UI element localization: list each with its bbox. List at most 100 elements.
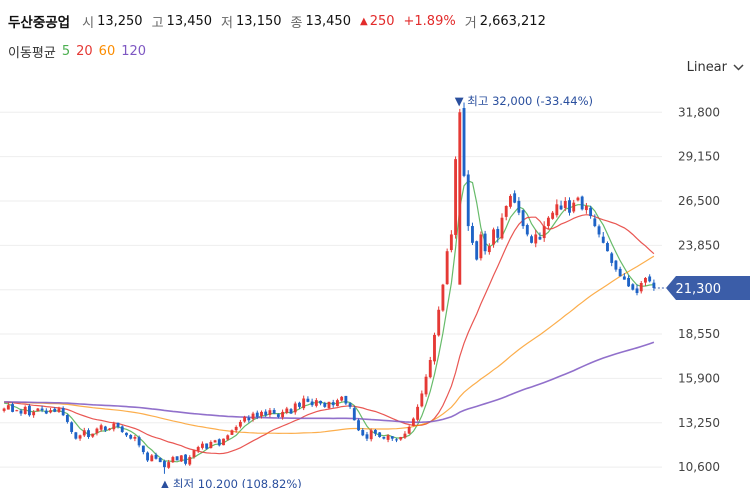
y-tick-label: 26,500 [678,194,720,208]
candle-body [348,403,352,407]
candle-body [395,439,398,441]
close-label: 종 [290,15,303,31]
change-percent: +1.89% [403,13,456,29]
moving-average-lines [4,180,655,463]
candle-body [234,426,238,431]
open-value: 13,250 [97,13,143,29]
candle-body [302,398,306,409]
candle-body [614,260,618,270]
candle-body [403,433,407,438]
close-value: 13,450 [305,13,351,29]
candle-body [133,436,137,439]
high-label: 고 [151,15,164,31]
candle-body [644,277,647,283]
candle-body [555,204,559,216]
candle-body [424,376,428,395]
y-tick-label: 13,250 [678,416,720,430]
candle-body [53,408,57,412]
y-tick-label: 31,800 [678,105,720,119]
open-label: 시 [82,15,95,31]
candle-body [622,276,626,280]
candle-body [251,413,255,419]
candle-body [310,401,314,406]
candle-body [6,405,10,410]
candle-body [475,241,479,260]
y-tick-label: 18,550 [678,327,720,341]
ma-legend-title: 이동평균 [8,46,56,61]
candle-body [209,442,213,449]
candle-body [82,430,86,436]
candle-body [352,408,356,421]
candle-body [428,359,432,378]
candle-body [57,408,61,412]
candle-body [492,229,495,245]
candle-body [546,217,550,227]
candle-body [652,282,656,289]
min-price-annotation: ▲ 최저 10,200 (108.82%) [160,477,301,488]
candle-body [255,412,259,417]
candle-body [386,435,390,440]
candle-body [314,400,318,406]
candle-body [74,432,78,439]
candle-body [129,435,133,439]
candle-body [563,200,567,209]
candle-body [521,210,525,227]
candle-body [154,454,158,459]
ma-line-60 [4,255,655,435]
candle-body [369,430,373,440]
candle-body [534,234,538,244]
candle-body [281,411,285,418]
candle-body [407,426,411,434]
candle-body [378,432,382,437]
candle-body [601,236,605,243]
high-value: 13,450 [166,13,213,29]
candle-body [150,455,154,462]
candle-body [471,226,474,243]
candle-body [606,243,609,252]
candle-body [390,436,394,439]
candle-body [572,202,576,212]
candlesticks [2,102,656,474]
stock-name: 두산중공업 [8,15,71,31]
candle-body [15,410,19,412]
candle-body [264,411,268,416]
candle-body [454,159,458,235]
y-tick-label: 29,150 [678,150,720,164]
candle-body [327,401,331,408]
ma-line-5 [4,180,654,463]
grid-lines [0,111,662,468]
candle-body [222,438,225,446]
candle-body [78,435,82,439]
candle-body [610,253,614,263]
ma-period-20: 20 [76,44,93,59]
candle-body [40,408,44,411]
candle-body [340,396,344,401]
low-label: 저 [221,15,234,31]
candle-body [517,200,521,213]
candle-body [230,430,234,435]
ma-period-60: 60 [98,44,116,59]
candle-body [49,410,52,413]
candle-body [36,408,40,412]
candle-body [260,411,263,417]
candle-body [289,409,293,414]
candle-body [462,108,466,176]
candle-body [458,112,462,285]
candle-body [466,174,470,227]
candle-body [433,334,436,362]
candle-body [268,410,272,415]
candle-body [205,443,209,449]
candle-body [298,402,301,407]
candle-body [103,426,107,431]
candle-body [70,422,74,432]
candle-body [336,400,339,407]
low-value: 13,150 [236,13,282,29]
candle-body [508,195,512,207]
candle-body [175,456,179,461]
scale-selector[interactable]: Linear [687,60,744,75]
candle-body [559,205,563,210]
candle-body [247,417,251,421]
chevron-down-icon [733,64,744,71]
candle-body [597,226,601,235]
